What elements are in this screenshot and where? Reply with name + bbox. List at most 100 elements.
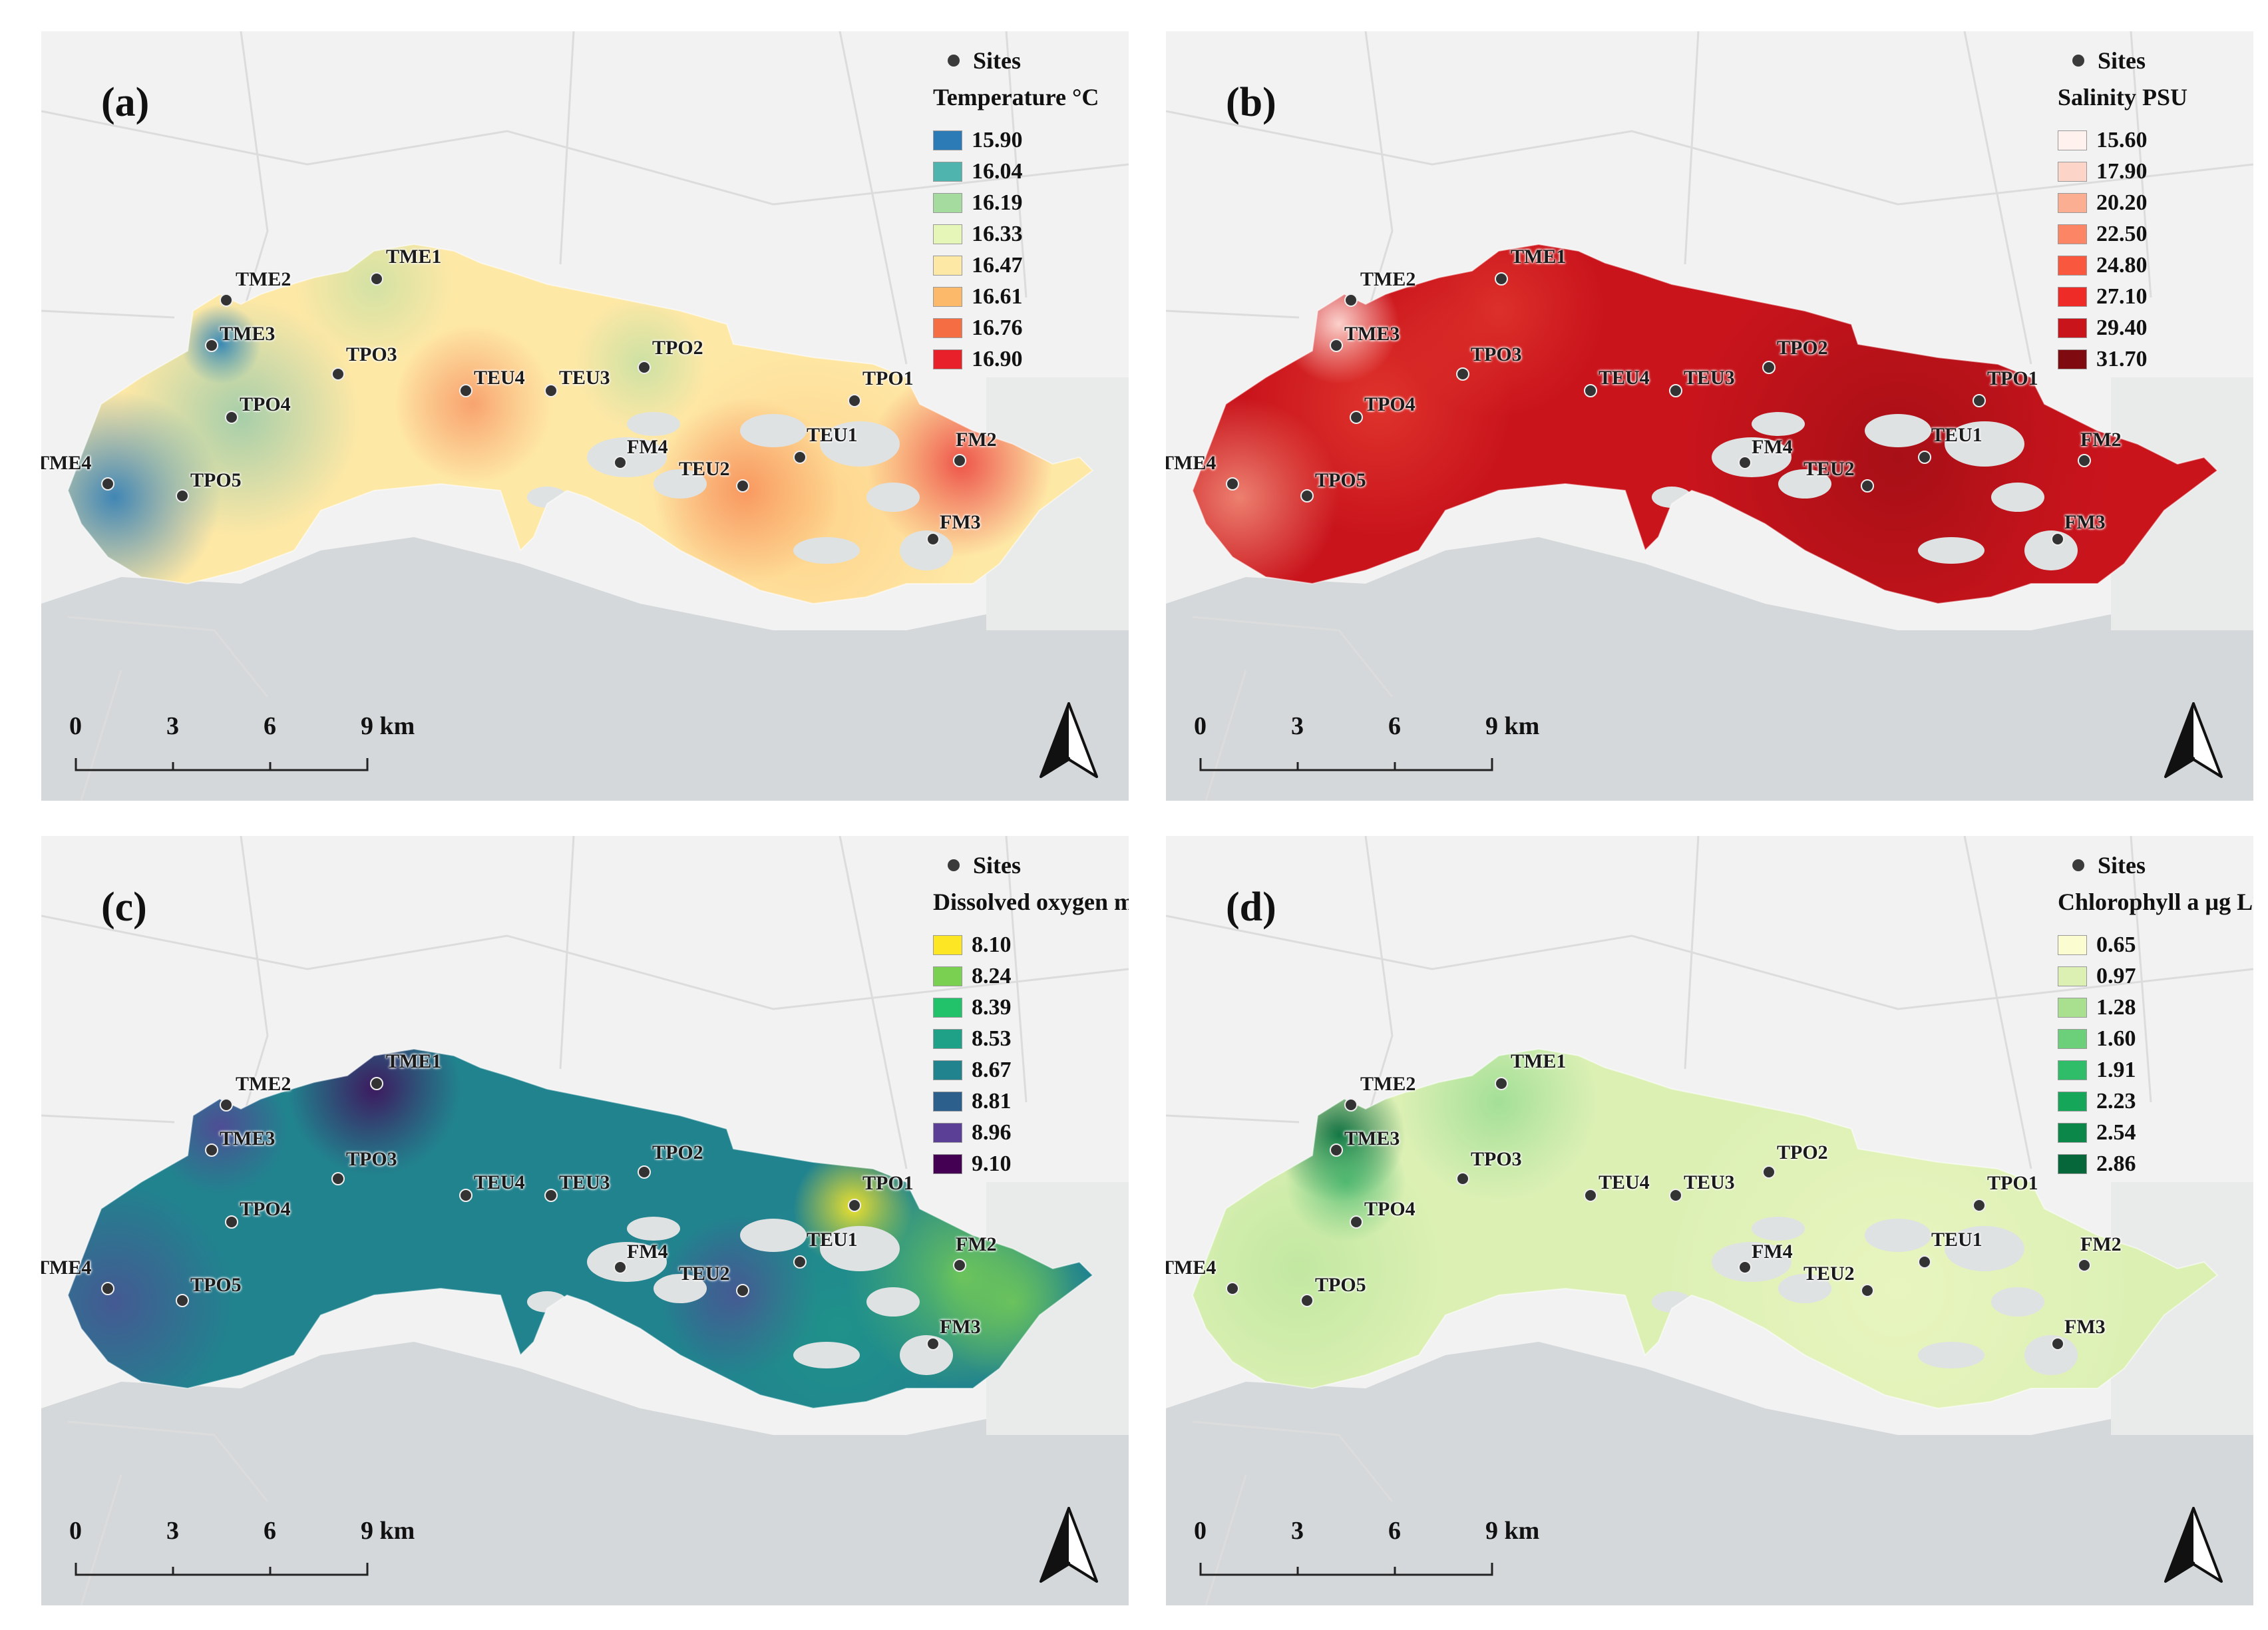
site-marker[interactable]: [225, 411, 238, 424]
site-marker[interactable]: [1330, 339, 1343, 352]
site-marker[interactable]: [1918, 1255, 1931, 1269]
site-marker[interactable]: [459, 1189, 472, 1202]
site-marker[interactable]: [459, 384, 472, 397]
legend-sites-entry: Sites: [2072, 849, 2253, 881]
legend-class-label: 15.60: [2096, 127, 2148, 152]
site-marker[interactable]: [1973, 394, 1986, 407]
legend: Sites Temperature °C 15.90 16.04 16.19 16.33 1…: [933, 45, 1099, 375]
site-marker[interactable]: [793, 1255, 807, 1269]
site-marker[interactable]: [2078, 1259, 2091, 1272]
site-marker[interactable]: [370, 272, 383, 286]
site-marker[interactable]: [1330, 1143, 1343, 1157]
site-marker[interactable]: [101, 1282, 114, 1295]
site-label: FM3: [940, 1316, 981, 1338]
site-marker[interactable]: [2051, 1337, 2064, 1350]
site-label: TPO1: [1987, 367, 2038, 389]
scale-bar: 0 3 6 9 km: [69, 712, 415, 773]
panel-letter: (c): [101, 885, 147, 930]
site-marker[interactable]: [205, 1143, 218, 1157]
legend-class-label: 31.70: [2096, 346, 2148, 371]
north-arrow-icon: [2164, 702, 2223, 778]
site-marker[interactable]: [1495, 272, 1508, 286]
site-marker[interactable]: [638, 361, 651, 374]
site-marker[interactable]: [1738, 456, 1752, 469]
site-marker[interactable]: [1762, 1165, 1776, 1179]
site-marker[interactable]: [1300, 489, 1314, 503]
site-marker[interactable]: [1669, 384, 1682, 397]
site-marker[interactable]: [1762, 361, 1776, 374]
legend-swatch: [2058, 224, 2087, 244]
site-label: FM2: [956, 429, 997, 451]
site-marker[interactable]: [953, 1259, 966, 1272]
site-marker[interactable]: [1226, 477, 1239, 491]
legend-class: 2.86: [2058, 1148, 2253, 1179]
site-marker[interactable]: [1344, 294, 1358, 307]
site-marker[interactable]: [176, 1294, 189, 1307]
site-marker[interactable]: [1300, 1294, 1314, 1307]
site-marker[interactable]: [1344, 1098, 1358, 1112]
legend-class: 31.70: [2058, 343, 2187, 375]
site-label: TEU2: [679, 1263, 730, 1285]
legend-class: 16.47: [933, 250, 1099, 281]
site-marker[interactable]: [1973, 1199, 1986, 1212]
site-marker[interactable]: [101, 477, 114, 491]
site-marker[interactable]: [638, 1165, 651, 1179]
site-marker[interactable]: [370, 1077, 383, 1090]
legend-class-label: 8.53: [972, 1026, 1012, 1051]
site-marker[interactable]: [1738, 1261, 1752, 1274]
site-marker[interactable]: [1918, 451, 1931, 464]
site-marker[interactable]: [1226, 1282, 1239, 1295]
site-marker[interactable]: [1456, 1172, 1469, 1185]
legend-class-label: 2.86: [2096, 1151, 2136, 1176]
site-label: TEU4: [1599, 367, 1650, 389]
legend-class-label: 1.91: [2096, 1057, 2136, 1082]
site-marker[interactable]: [220, 1098, 233, 1112]
legend-class-label: 16.19: [972, 190, 1023, 215]
site-marker[interactable]: [1456, 367, 1469, 381]
interpolation-field: [334, 1049, 680, 1395]
site-marker[interactable]: [1495, 1077, 1508, 1090]
map-panel-b: (b) TME1 TME2 TME3 TME4 TPO1 TPO2 TPO3 TPO4 TPO5 T…: [1166, 31, 2253, 801]
site-marker[interactable]: [848, 394, 861, 407]
site-marker[interactable]: [205, 339, 218, 352]
site-marker[interactable]: [953, 454, 966, 467]
site-marker[interactable]: [793, 451, 807, 464]
site-marker[interactable]: [1861, 479, 1874, 493]
site-marker[interactable]: [926, 532, 940, 546]
legend-swatch: [933, 349, 962, 369]
scale-tick-label: 0: [1194, 712, 1207, 740]
site-marker[interactable]: [1861, 1284, 1874, 1297]
site-marker[interactable]: [225, 1215, 238, 1229]
site-marker[interactable]: [544, 1189, 558, 1202]
site-marker[interactable]: [1584, 384, 1597, 397]
site-marker[interactable]: [2051, 532, 2064, 546]
site-marker[interactable]: [926, 1337, 940, 1350]
site-marker[interactable]: [2078, 454, 2091, 467]
site-marker[interactable]: [1584, 1189, 1597, 1202]
legend-class: 1.28: [2058, 992, 2253, 1023]
scale-bar: 0 3 6 9 km: [1194, 1517, 1539, 1577]
site-marker[interactable]: [331, 367, 345, 381]
site-marker[interactable]: [1350, 411, 1363, 424]
site-marker[interactable]: [614, 456, 627, 469]
site-label: FM3: [2064, 511, 2106, 533]
site-marker[interactable]: [848, 1199, 861, 1212]
site-marker[interactable]: [1350, 1215, 1363, 1229]
site-marker[interactable]: [544, 384, 558, 397]
site-marker[interactable]: [176, 489, 189, 503]
site-marker[interactable]: [1669, 1189, 1682, 1202]
legend-class: 8.96: [933, 1117, 1129, 1148]
legend-class: 24.80: [2058, 250, 2187, 281]
site-marker[interactable]: [614, 1261, 627, 1274]
site-marker[interactable]: [736, 1284, 749, 1297]
site-label: TME1: [386, 1050, 442, 1072]
site-label: TEU3: [559, 1171, 610, 1193]
legend-sites-entry: Sites: [2072, 45, 2187, 77]
site-label: TEU2: [679, 458, 730, 480]
scale-tick-label: 6: [1388, 712, 1401, 740]
site-marker[interactable]: [331, 1172, 345, 1185]
site-marker[interactable]: [220, 294, 233, 307]
site-marker[interactable]: [736, 479, 749, 493]
scale-bar: 0 3 6 9 km: [69, 1517, 415, 1577]
scale-tick-label: 9 km: [361, 1517, 415, 1545]
